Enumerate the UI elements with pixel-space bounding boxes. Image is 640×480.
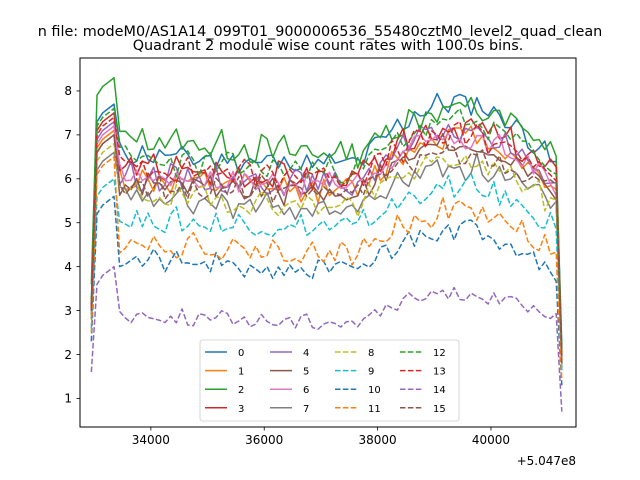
- y-tick-label: 6: [64, 172, 72, 186]
- x-tick-label: 38000: [359, 433, 397, 447]
- series-layer: [90, 77, 563, 412]
- legend-label-1: 1: [238, 367, 244, 378]
- legend-label-14: 14: [433, 385, 446, 396]
- legend-label-0: 0: [238, 348, 244, 359]
- legend-label-12: 12: [433, 348, 446, 359]
- legend-label-13: 13: [433, 367, 446, 378]
- series-line-2: [90, 77, 563, 355]
- series-line-10: [90, 195, 563, 386]
- legend-label-9: 9: [368, 367, 374, 378]
- legend-label-8: 8: [368, 348, 374, 359]
- series-line-6: [90, 125, 563, 364]
- legend-label-6: 6: [303, 385, 309, 396]
- legend-label-7: 7: [303, 404, 309, 415]
- series-line-14: [90, 265, 563, 412]
- x-tick-label: 34000: [132, 433, 170, 447]
- legend-frame: [199, 339, 460, 422]
- series-line-5: [90, 133, 563, 364]
- y-tick-label: 2: [64, 348, 72, 362]
- legend-label-2: 2: [238, 385, 244, 396]
- legend-label-15: 15: [433, 404, 446, 415]
- y-tick-label: 8: [64, 84, 72, 98]
- y-tick-label: 5: [64, 216, 72, 230]
- y-tick-label: 1: [64, 392, 72, 406]
- x-tick-label: 40000: [472, 433, 510, 447]
- legend-label-5: 5: [303, 367, 309, 378]
- series-line-12: [90, 107, 563, 355]
- y-tick-label: 3: [64, 304, 72, 318]
- series-line-15: [90, 134, 563, 364]
- figure-suptitle: n file: modeM0/AS1A14_099T01_9000006536_…: [38, 24, 603, 40]
- chart-title: Quadrant 2 module wise count rates with …: [133, 38, 524, 54]
- y-tick-label: 4: [64, 260, 72, 274]
- series-line-8: [90, 142, 563, 368]
- series-line-0: [90, 92, 563, 346]
- y-tick-label: 7: [64, 128, 72, 142]
- legend-label-11: 11: [368, 404, 381, 415]
- legend-label-4: 4: [303, 348, 309, 359]
- x-axis-offset-label: +5.047e8: [517, 454, 576, 468]
- legend-label-10: 10: [368, 385, 381, 396]
- legend-label-3: 3: [238, 404, 244, 415]
- series-line-9: [90, 172, 563, 373]
- plot-frame: [79, 57, 577, 428]
- series-line-7: [90, 151, 563, 368]
- series-line-13: [90, 116, 563, 359]
- x-tick-label: 36000: [245, 433, 283, 447]
- series-line-11: [90, 156, 563, 381]
